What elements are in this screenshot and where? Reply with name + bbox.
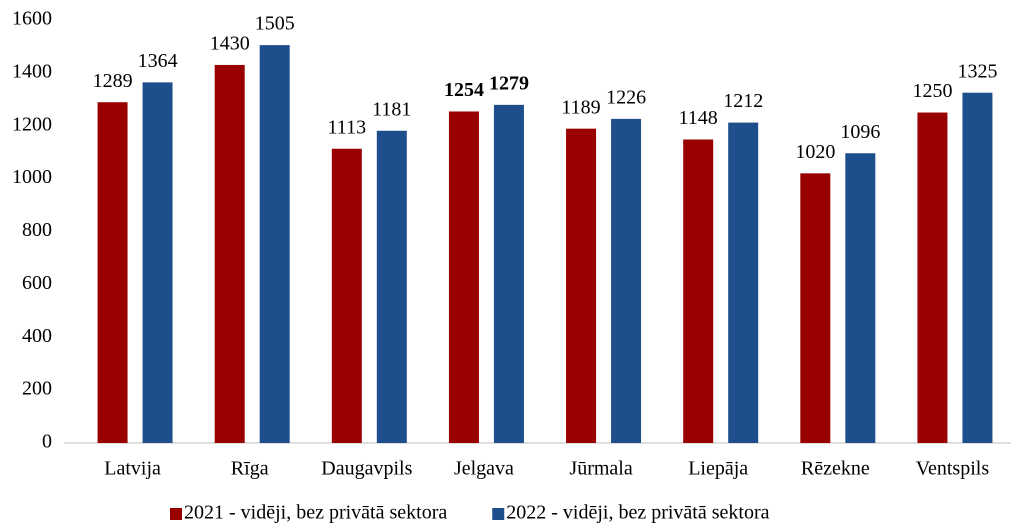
- data-label: 1189: [561, 96, 600, 118]
- y-tick-label: 1000: [12, 166, 52, 188]
- bar: [683, 139, 714, 443]
- data-label: 1430: [210, 33, 250, 55]
- legend-label: 2022 - vidēji, bez privātā sektora: [506, 502, 769, 524]
- bar: [448, 111, 479, 443]
- y-tick-label: 600: [22, 272, 52, 294]
- y-tick-label: 1400: [12, 60, 52, 82]
- data-label: 1325: [957, 60, 997, 82]
- x-tick-label: Latvija: [104, 458, 161, 480]
- bar: [214, 64, 245, 443]
- y-tick-label: 400: [22, 325, 52, 347]
- x-tick-label: Daugavpils: [321, 458, 412, 480]
- legend-swatch: [170, 508, 182, 520]
- data-label: 1364: [138, 50, 178, 72]
- bar: [493, 104, 524, 443]
- bar: [142, 82, 173, 443]
- data-label: 1020: [795, 141, 835, 163]
- x-tick-label: Liepāja: [688, 458, 748, 480]
- y-tick-label: 0: [42, 431, 52, 453]
- bar: [331, 148, 362, 444]
- bar: [376, 130, 407, 443]
- data-label: 1148: [679, 107, 718, 129]
- legend-swatch: [492, 508, 505, 520]
- bar: [800, 173, 831, 443]
- data-label: 1226: [606, 86, 646, 108]
- bar: [259, 45, 290, 443]
- bar: [566, 128, 597, 443]
- data-label: 1279: [489, 72, 529, 94]
- data-label: 1212: [723, 90, 763, 112]
- bar: [917, 112, 948, 443]
- bar: [962, 92, 993, 443]
- bar: [611, 118, 642, 443]
- bar: [728, 122, 759, 443]
- x-tick-label: Jūrmala: [569, 458, 632, 480]
- data-label: 1096: [840, 121, 880, 143]
- bar: [97, 102, 128, 443]
- y-tick-label: 1600: [12, 8, 52, 30]
- x-tick-label: Ventspils: [916, 458, 990, 480]
- y-tick-label: 800: [22, 219, 52, 241]
- x-tick-label: Jelgava: [454, 458, 514, 480]
- data-label: 1505: [255, 13, 295, 35]
- legend-label: 2021 - vidēji, bez privātā sektora: [184, 502, 447, 524]
- y-tick-label: 1200: [12, 113, 52, 135]
- data-label: 1254: [444, 79, 484, 101]
- x-tick-label: Rīga: [231, 458, 269, 480]
- data-label: 1289: [93, 70, 133, 92]
- y-tick-label: 200: [22, 378, 52, 400]
- data-label: 1181: [372, 98, 411, 120]
- data-label: 1250: [912, 80, 952, 102]
- x-tick-label: Rēzekne: [801, 458, 870, 480]
- data-label: 1113: [328, 116, 367, 138]
- bar: [845, 153, 876, 443]
